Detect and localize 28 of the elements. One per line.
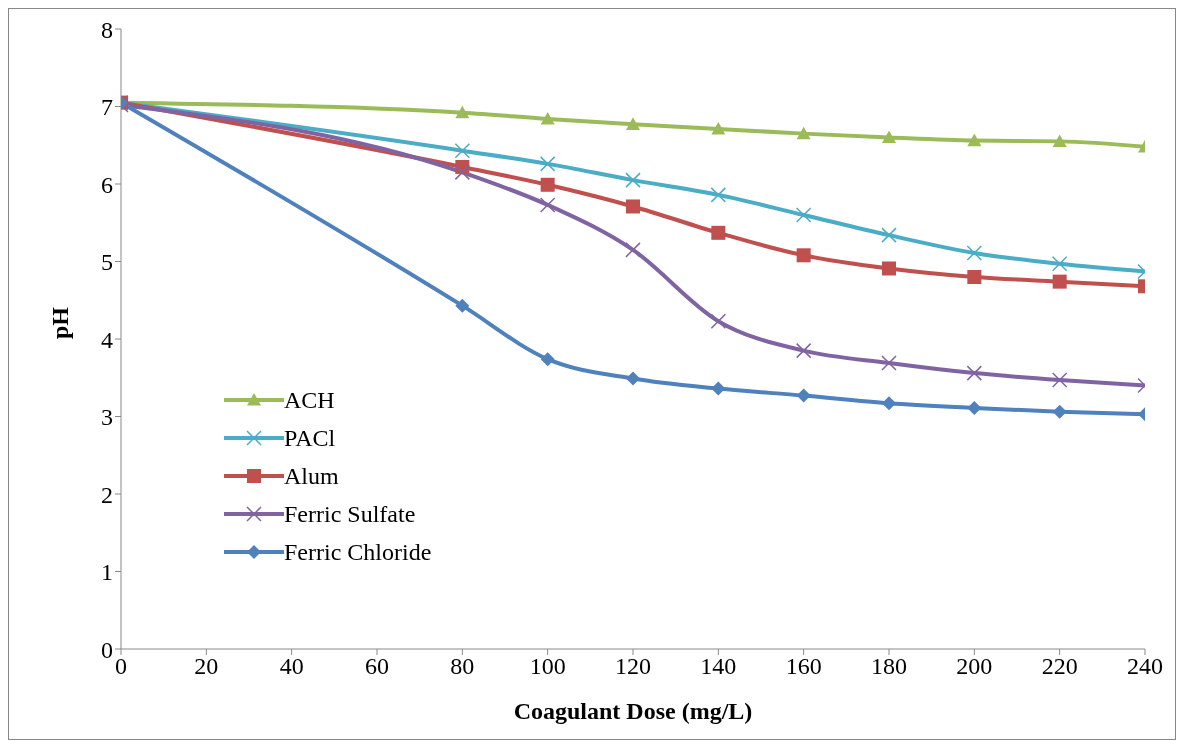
legend-label: PACl (284, 424, 336, 452)
y-tick-label: 6 (101, 171, 113, 198)
x-tick-label: 40 (279, 653, 304, 680)
y-tick-label: 4 (101, 326, 113, 353)
x-tick-label: 180 (871, 653, 907, 680)
x-tick-label: 160 (785, 653, 822, 680)
legend-label: ACH (284, 386, 335, 414)
x-tick-label: 100 (529, 653, 566, 680)
x-tick-label: 200 (956, 653, 993, 680)
x-tick-label: 80 (450, 653, 475, 680)
y-tick-label: 1 (101, 559, 113, 586)
x-tick-label: 140 (700, 653, 737, 680)
y-tick-label: 5 (101, 249, 113, 276)
y-tick-label: 0 (101, 636, 113, 663)
y-tick-label: 3 (101, 404, 113, 431)
x-tick-label: 240 (1127, 653, 1163, 680)
y-tick-label: 2 (101, 481, 113, 508)
legend-label: Ferric Chloride (284, 538, 432, 566)
legend-label: Ferric Sulfate (284, 500, 416, 528)
x-tick-label: 120 (615, 653, 651, 680)
legend-label: Alum (284, 462, 339, 490)
y-tick-label: 8 (101, 16, 113, 43)
x-tick-label: 220 (1041, 653, 1078, 680)
x-tick-label: 20 (194, 653, 219, 680)
x-tick-label: 60 (365, 653, 389, 680)
x-axis-title: Coagulant Dose (mg/L) (513, 698, 753, 724)
y-tick-label: 7 (101, 94, 113, 121)
y-axis-title: pH (46, 306, 73, 339)
